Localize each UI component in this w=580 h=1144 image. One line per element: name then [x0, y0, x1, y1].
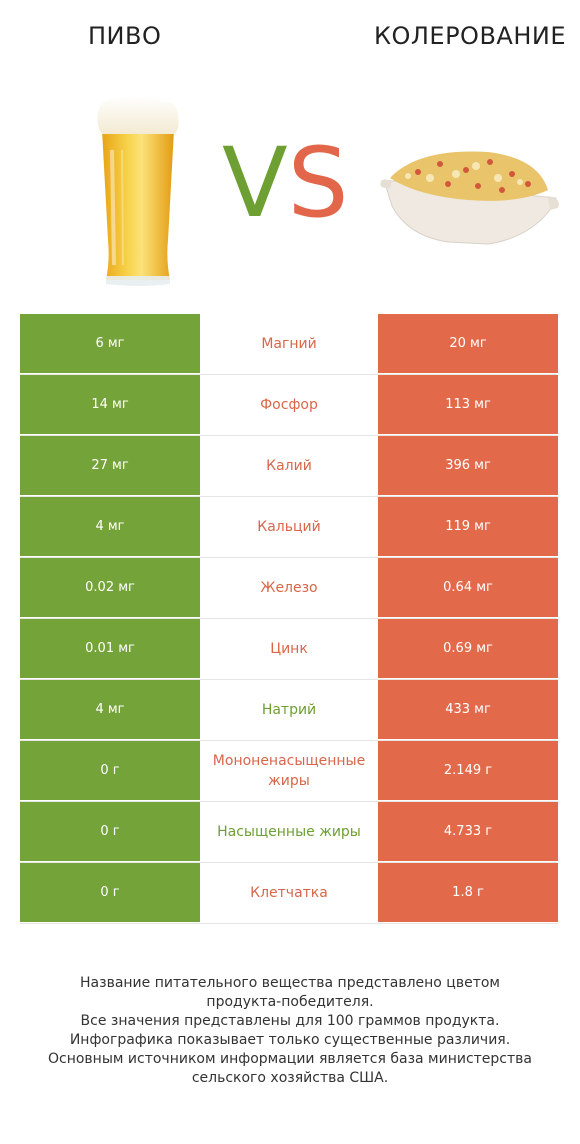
nutrient-comparison-table: 6 мг Магний 20 мг 14 мг Фосфор 113 мг 27… [20, 314, 558, 924]
table-row: 6 мг Магний 20 мг [20, 314, 558, 375]
right-value: 4.733 г [378, 802, 558, 862]
right-product-title: КОЛЕРОВАНИЕ [373, 22, 566, 50]
right-value: 433 мг [378, 680, 558, 740]
table-row: 0 г Мононенасыщенные жиры 2.149 г [20, 741, 558, 802]
right-value: 0.69 мг [378, 619, 558, 679]
table-row: 4 мг Натрий 433 мг [20, 680, 558, 741]
left-value: 0 г [20, 741, 200, 801]
footer-line: продукта-победителя. [206, 994, 374, 1010]
nutrient-name: Натрий [261, 702, 317, 718]
left-value: 14 мг [20, 375, 200, 435]
table-row: 4 мг Кальций 119 мг [20, 497, 558, 558]
left-value: 0.02 мг [20, 558, 200, 618]
footer-line: Инфографика показывает только существенн… [69, 1032, 511, 1048]
right-value: 113 мг [378, 375, 558, 435]
vs-letter-s: S [287, 127, 349, 239]
table-row: 0 г Насыщенные жиры 4.733 г [20, 802, 558, 863]
left-value: 4 мг [20, 680, 200, 740]
nutrient-name: Магний [261, 336, 317, 352]
beer-glass-image [97, 95, 179, 286]
left-product-title: ПИВО [88, 22, 162, 50]
nutrient-name: Кальций [257, 519, 321, 535]
footer-line: сельского хозяйства США. [191, 1070, 389, 1086]
nutrient-name: Калий [266, 458, 312, 474]
table-row: 27 мг Калий 396 мг [20, 436, 558, 497]
table-row: 0.01 мг Цинк 0.69 мг [20, 619, 558, 680]
right-value: 396 мг [378, 436, 558, 496]
footer-line: Название питательного вещества представл… [80, 975, 500, 991]
nutrient-name: Клетчатка [250, 885, 328, 901]
right-value: 2.149 г [378, 741, 558, 801]
casserole-image [380, 151, 559, 245]
vs-letter-v: V [222, 127, 288, 239]
left-value: 0 г [20, 863, 200, 923]
table-row: 14 мг Фосфор 113 мг [20, 375, 558, 436]
nutrient-name: Железо [260, 580, 318, 596]
vs-label: VS [222, 135, 349, 231]
left-value: 4 мг [20, 497, 200, 557]
table-row: 0 г Клетчатка 1.8 г [20, 863, 558, 924]
nutrient-name: Мононенасыщенные жиры [212, 753, 366, 789]
left-value: 0.01 мг [20, 619, 200, 679]
right-value: 0.64 мг [378, 558, 558, 618]
right-value: 119 мг [378, 497, 558, 557]
left-value: 27 мг [20, 436, 200, 496]
left-value: 0 г [20, 802, 200, 862]
footer-line: Основным источником информации является … [48, 1051, 532, 1067]
nutrient-name: Фосфор [260, 397, 318, 413]
nutrient-name: Насыщенные жиры [217, 824, 361, 840]
footer-line: Все значения представлены для 100 граммо… [80, 1013, 500, 1029]
left-value: 6 мг [20, 314, 200, 374]
table-row: 0.02 мг Железо 0.64 мг [20, 558, 558, 619]
nutrient-name: Цинк [270, 641, 308, 657]
right-value: 1.8 г [378, 863, 558, 923]
right-value: 20 мг [378, 314, 558, 374]
footer-notes: Название питательного вещества представл… [20, 974, 560, 1088]
